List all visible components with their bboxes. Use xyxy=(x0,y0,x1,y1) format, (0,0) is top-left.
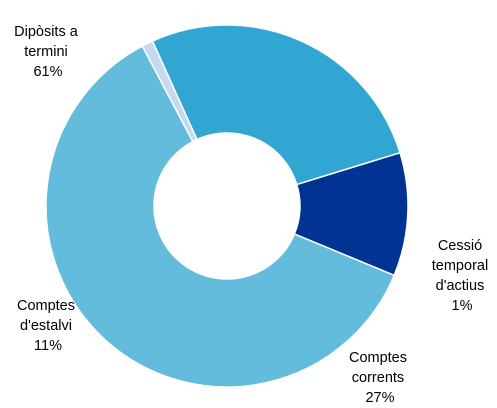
slices-layer xyxy=(45,24,409,388)
label-dipositos: Dipòsits a termini 61% xyxy=(14,24,82,80)
label-estalvi-line-3: 11% xyxy=(34,338,62,354)
label-dipositos-line-1: Dipòsits a xyxy=(14,24,79,40)
label-cessio-line-3: d'actius xyxy=(436,278,485,294)
label-estalvi-line-2: d'estalvi xyxy=(20,318,72,334)
label-corrents-line-3: 27% xyxy=(365,390,394,406)
label-corrents-line-2: corrents xyxy=(352,370,404,386)
slice-dipositos-a-termini xyxy=(45,45,396,388)
label-dipositos-line-3: 61% xyxy=(33,64,62,80)
label-corrents: Comptes corrents 27% xyxy=(349,350,411,406)
label-cessio-line-1: Cessió xyxy=(438,238,482,254)
labels-layer: Dipòsits a termini 61% Cessió temporal d… xyxy=(14,24,492,406)
label-cessio-line-2: temporal xyxy=(432,258,488,274)
label-estalvi: Comptes d'estalvi 11% xyxy=(17,298,79,354)
slice-comptes-corrents xyxy=(151,24,401,186)
label-estalvi-line-1: Comptes xyxy=(17,298,75,314)
label-cessio-line-4: 1% xyxy=(452,298,473,314)
label-cessio: Cessió temporal d'actius 1% xyxy=(432,238,492,314)
slice-comptes-estalvi xyxy=(293,151,409,277)
label-corrents-line-1: Comptes xyxy=(349,350,407,366)
label-dipositos-line-2: termini xyxy=(24,44,68,60)
